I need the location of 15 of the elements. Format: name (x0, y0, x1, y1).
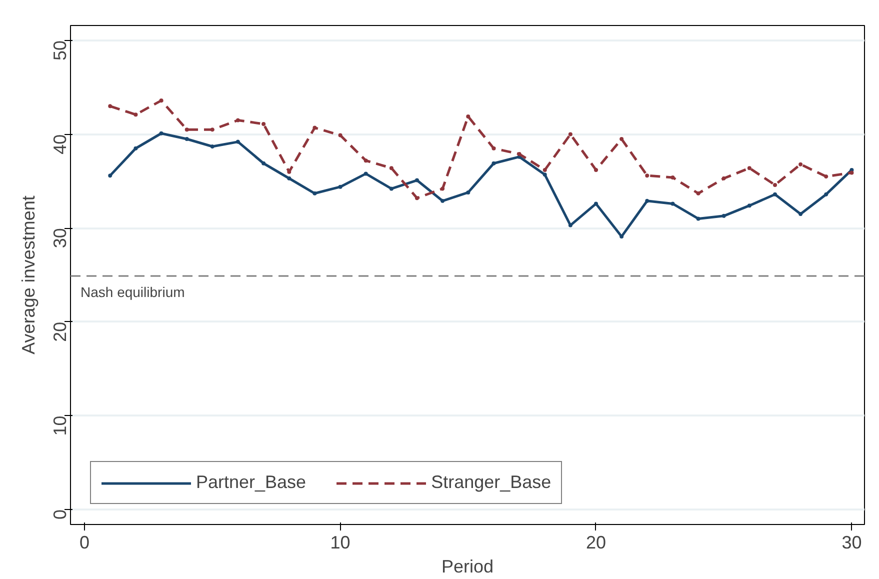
y-tick-label: 0 (50, 509, 70, 520)
y-tick-label: 30 (50, 228, 70, 248)
x-axis-title: Period (441, 556, 494, 576)
x-tick-label: 20 (586, 532, 606, 552)
legend-label: Stranger_Base (431, 472, 552, 493)
legend-label: Partner_Base (196, 472, 306, 493)
x-tick-label: 10 (330, 532, 350, 552)
y-axis-title: Average investment (18, 196, 38, 354)
x-tick-label: 30 (842, 532, 862, 552)
y-tick-label: 40 (50, 134, 70, 154)
y-tick-label: 10 (50, 416, 70, 436)
x-tick-label: 0 (80, 532, 90, 552)
y-tick-label: 50 (50, 40, 70, 61)
ref-line-label: Nash equilibrium (80, 284, 185, 300)
y-tick-label: 20 (50, 322, 70, 342)
